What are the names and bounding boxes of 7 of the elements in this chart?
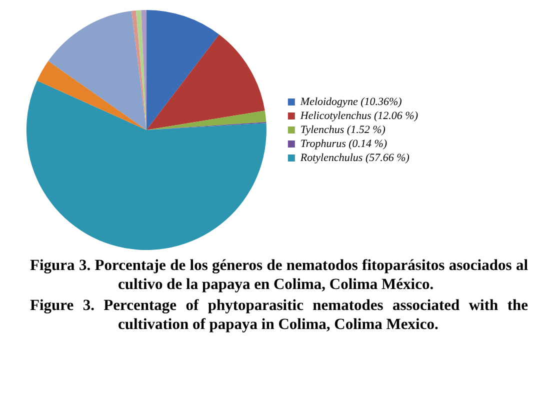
legend-label: Tylenchus (1.52 %) [300,124,386,136]
text: Figura 3. Porcentaje de los géneros de nematodos fitoparásitos asociados al cultivo de la papaya en Colima, Colima México. [30,256,528,294]
caption: Figure 3. Percentage of phytoparasitic nematodes associated with the cultivation of papaya in Colima, Colima Mexico. [30,296,528,334]
legend-label: Helicotylenchus (12.06 %) [299,110,418,122]
legend-label: Meloidogyne (10.36%) [299,96,402,108]
legend-label: Rotylenchulus (57.66 %) [299,152,410,164]
legend-label: Trophurus (0.14 %) [300,138,388,150]
